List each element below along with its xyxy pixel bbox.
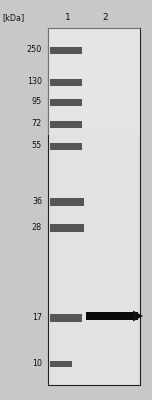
Text: 130: 130 <box>27 78 42 86</box>
Bar <box>50 314 82 322</box>
Text: [kDa]: [kDa] <box>2 14 24 22</box>
Bar <box>50 98 82 106</box>
Text: 2: 2 <box>102 14 108 22</box>
Text: 10: 10 <box>32 360 42 368</box>
Bar <box>50 361 72 367</box>
Polygon shape <box>133 310 143 322</box>
Bar <box>50 120 82 128</box>
Text: 250: 250 <box>27 46 42 54</box>
Bar <box>48 28 140 385</box>
Text: 95: 95 <box>32 98 42 106</box>
Bar <box>50 78 82 86</box>
Text: 36: 36 <box>32 198 42 206</box>
Bar <box>50 198 84 206</box>
Text: 55: 55 <box>32 142 42 150</box>
Text: 17: 17 <box>32 314 42 322</box>
Bar <box>86 312 138 320</box>
Bar <box>50 142 82 150</box>
Bar <box>50 224 84 232</box>
Text: 72: 72 <box>32 120 42 128</box>
Text: 28: 28 <box>32 224 42 232</box>
Text: 1: 1 <box>65 14 71 22</box>
Bar <box>48 28 140 135</box>
Bar <box>50 46 82 54</box>
